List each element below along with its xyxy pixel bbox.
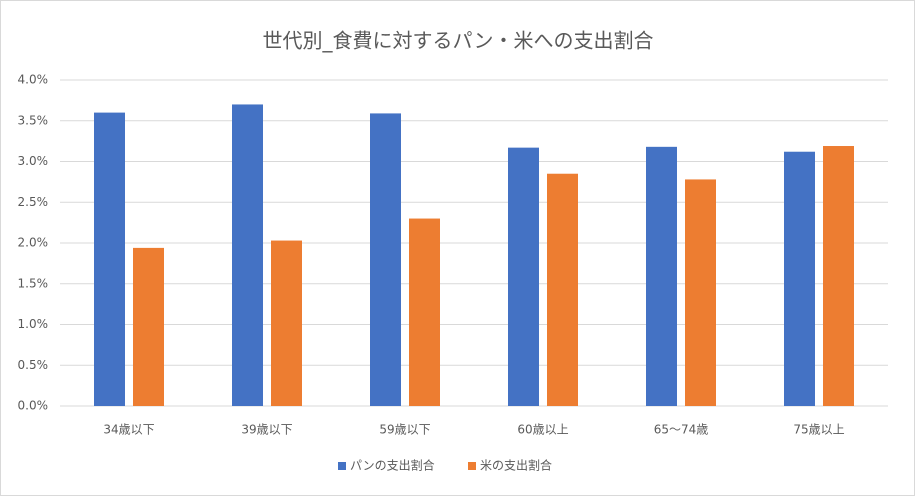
bar — [370, 113, 401, 406]
bar — [784, 151, 815, 406]
y-tick-label: 4.0% — [18, 73, 49, 87]
y-tick-label: 1.5% — [18, 276, 49, 290]
bar — [133, 247, 164, 406]
bar — [271, 240, 302, 406]
y-tick-label: 3.0% — [18, 154, 49, 168]
y-tick-label: 2.0% — [18, 236, 49, 250]
x-tick-label: 59歳以下 — [379, 423, 430, 437]
legend-label: 米の支出割合 — [480, 458, 552, 473]
y-tick-label: 2.5% — [18, 195, 49, 209]
chart-title: 世代別_食費に対するパン・米への支出割合 — [263, 29, 654, 53]
bar — [823, 146, 854, 406]
bar — [232, 104, 263, 406]
bar — [685, 179, 716, 406]
legend-label: パンの支出割合 — [350, 458, 435, 473]
legend-swatch — [468, 462, 476, 470]
y-tick-label: 0.0% — [18, 399, 49, 413]
bar — [547, 173, 578, 406]
x-tick-label: 39歳以下 — [241, 423, 292, 437]
bar — [94, 112, 125, 406]
y-tick-label: 0.5% — [18, 358, 49, 372]
y-tick-label: 3.5% — [18, 113, 49, 127]
bar — [409, 218, 440, 406]
x-tick-label: 34歳以下 — [103, 423, 154, 437]
x-tick-label: 60歳以上 — [517, 423, 568, 437]
bar — [508, 147, 539, 406]
legend-swatch — [338, 462, 346, 470]
x-tick-label: 65〜74歳 — [654, 423, 709, 437]
x-tick-label: 75歳以上 — [793, 423, 844, 437]
bar — [646, 146, 677, 406]
y-tick-label: 1.0% — [18, 317, 49, 331]
